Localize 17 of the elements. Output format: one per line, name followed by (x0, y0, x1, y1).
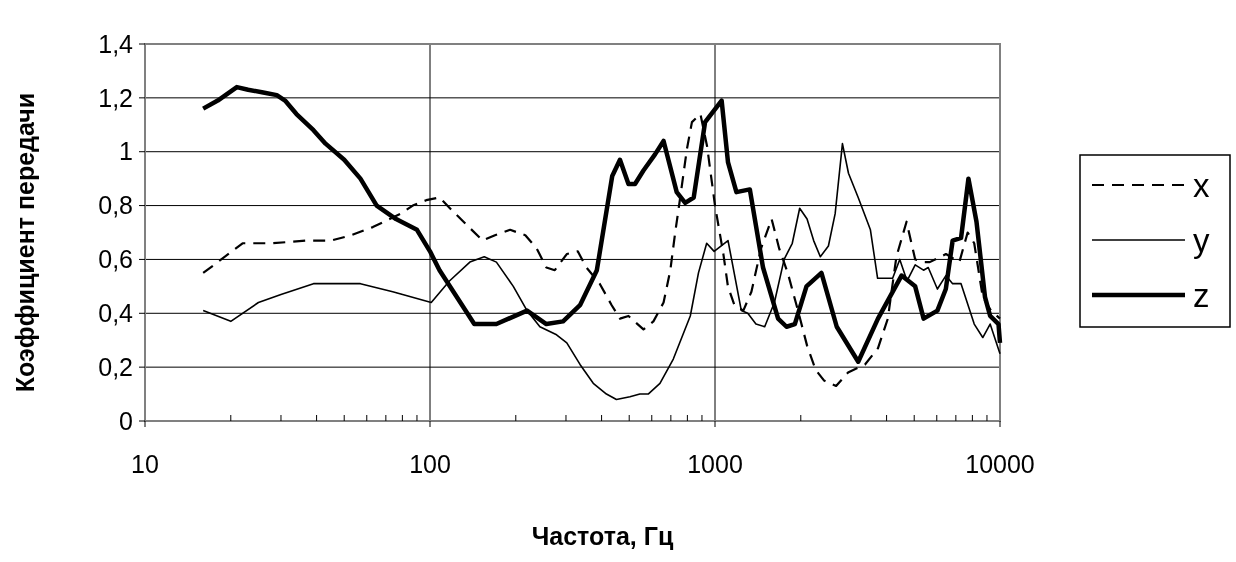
x-tick-label: 10 (131, 450, 159, 478)
x-tick-label: 10000 (965, 450, 1035, 478)
y-tick-label: 0,8 (98, 191, 133, 220)
x-tick-label: 1000 (687, 450, 743, 478)
x-axis-title: Частота, Гц (531, 522, 674, 550)
y-tick-label: 0,2 (98, 352, 133, 381)
x-tick-label: 100 (409, 450, 451, 478)
y-tick-label: 0,6 (98, 245, 133, 274)
y-tick-label: 1,4 (98, 29, 134, 58)
y-tick-label: 0 (119, 406, 133, 435)
y-tick-label: 0,4 (98, 299, 134, 328)
y-tick-label: 1 (119, 137, 133, 166)
legend-label: z (1193, 276, 1210, 314)
y-axis-title: Коэффициент передачи (11, 92, 39, 393)
y-tick-label: 1,2 (98, 83, 133, 112)
legend-label: x (1193, 166, 1210, 204)
legend-label: y (1193, 221, 1210, 259)
